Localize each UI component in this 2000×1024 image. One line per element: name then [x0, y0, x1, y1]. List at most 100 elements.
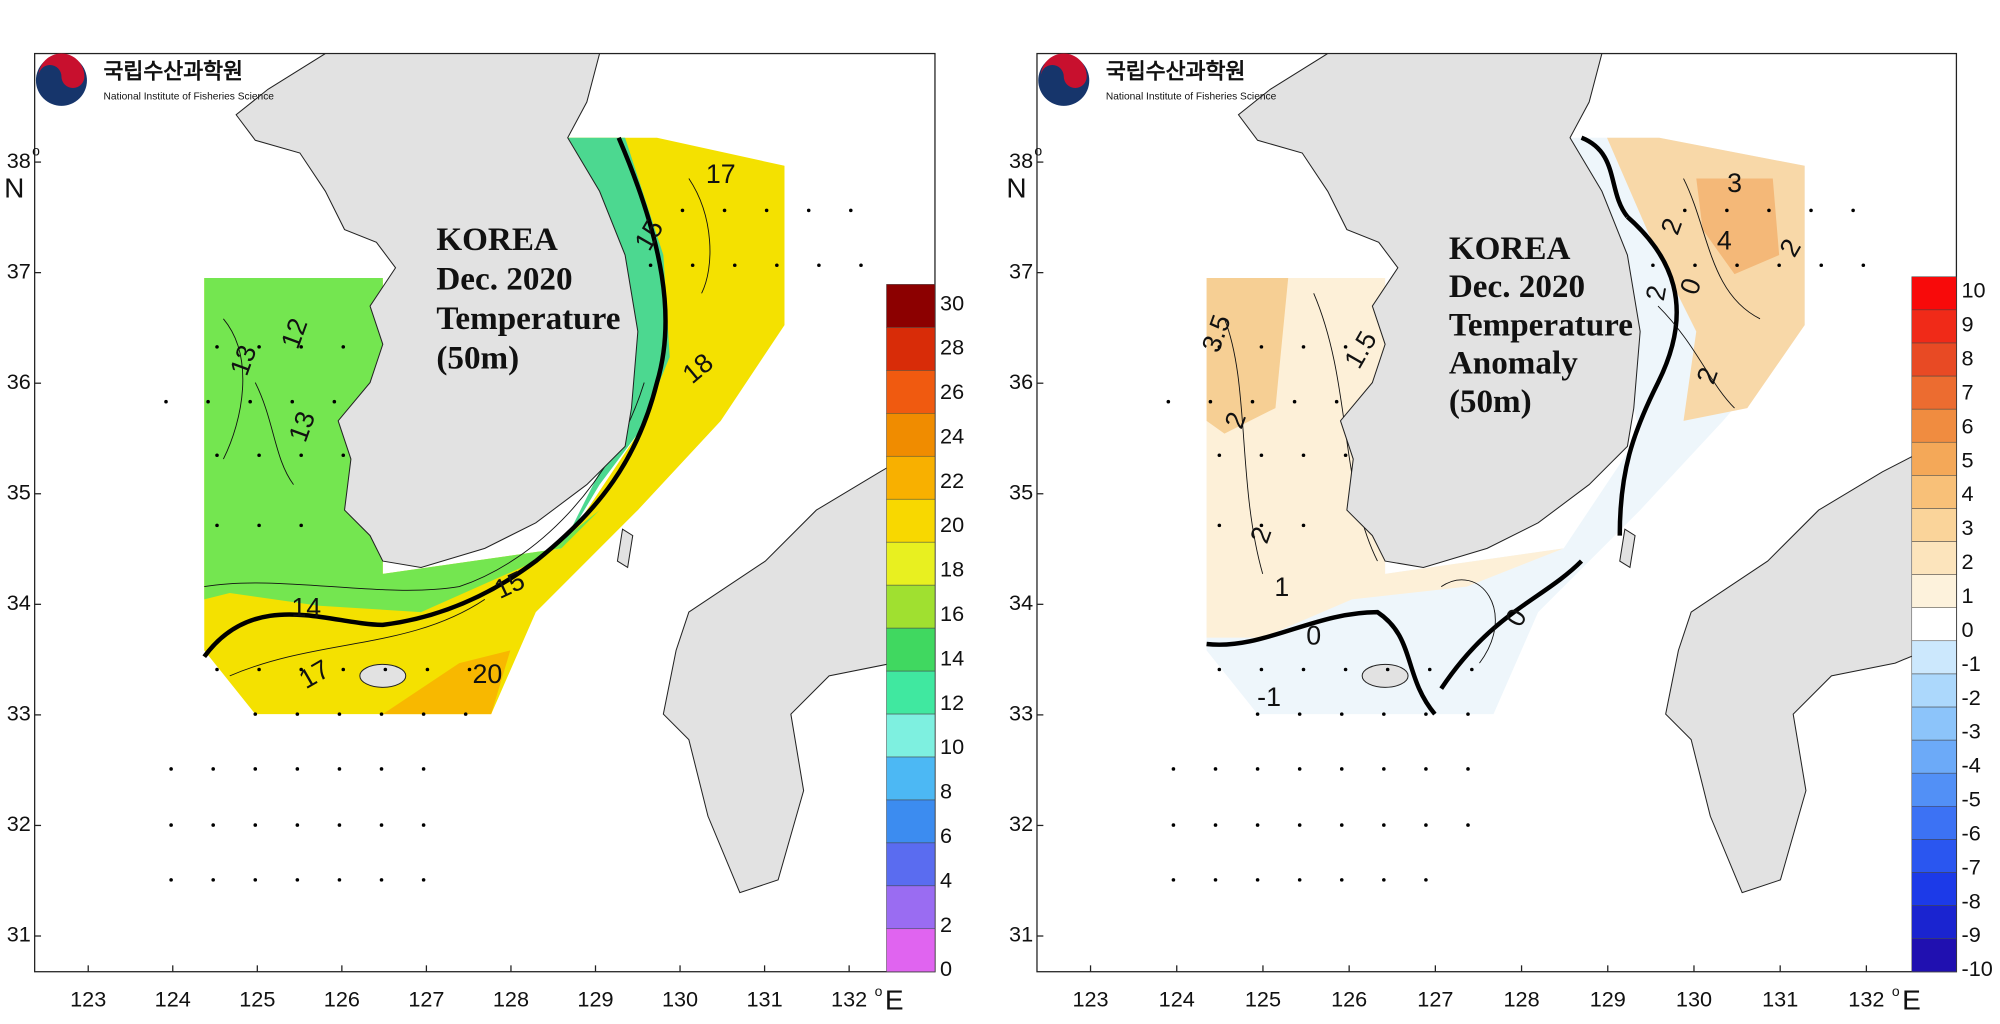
colorbar-band: [1911, 772, 1957, 807]
station: [257, 345, 261, 349]
station: [257, 667, 261, 672]
station: [1250, 399, 1255, 404]
land-tsushima: [616, 528, 634, 569]
station: [1424, 712, 1428, 716]
lat-tick-label: 37: [1009, 258, 1033, 283]
colorbar-label: -4: [1962, 753, 1981, 778]
colorbar-label: 4: [1962, 481, 1974, 506]
degree: o: [1034, 143, 1042, 159]
station: [421, 823, 426, 827]
colorbar-label: 6: [1962, 413, 1974, 438]
station: [1651, 263, 1655, 268]
logo-subtitle: National Institute of Fisheries Science: [104, 92, 275, 103]
map-title: KOREA: [436, 221, 558, 258]
station: [299, 523, 303, 528]
station: [169, 878, 173, 882]
temperature-panel: 국립수산과학원 National Institute of Fisheries S…: [4, 52, 964, 1016]
station: [253, 823, 258, 827]
station: [257, 523, 261, 528]
station: [1255, 823, 1260, 827]
station: [817, 263, 821, 268]
colorbar-band: [1911, 938, 1957, 972]
map-title: Anomaly: [1449, 345, 1578, 382]
station: [1424, 767, 1428, 771]
station: [295, 767, 300, 771]
lon-tick-label: 125: [1245, 987, 1281, 1012]
contour-label: 1: [1274, 572, 1289, 602]
station: [299, 667, 303, 672]
station: [1171, 767, 1176, 771]
colorbar-band: [1911, 805, 1957, 840]
station: [379, 878, 384, 882]
colorbar-label: 10: [940, 734, 964, 759]
contour-label: 3: [1727, 168, 1742, 198]
lon-unit: E: [885, 985, 904, 1016]
station: [253, 878, 258, 882]
station: [722, 208, 727, 213]
station: [1166, 399, 1171, 404]
station: [1343, 345, 1348, 349]
station: [383, 667, 388, 672]
colorbar-label: 20: [940, 512, 964, 537]
map-title: Dec. 2020: [1449, 268, 1585, 305]
station: [1255, 712, 1260, 716]
station: [1297, 767, 1302, 771]
field-warm: [1696, 178, 1780, 275]
degree: o: [875, 983, 883, 999]
colorbar-label: -8: [1962, 888, 1981, 913]
colorbar-band: [1911, 475, 1957, 509]
station: [1297, 823, 1302, 827]
station: [1301, 453, 1306, 458]
station: [253, 767, 258, 771]
colorbar-band: [1911, 640, 1957, 675]
station: [1339, 767, 1344, 771]
lat-tick-label: 35: [7, 479, 31, 504]
lat-tick-label: 36: [7, 369, 31, 394]
station: [463, 712, 468, 716]
lon-tick-label: 131: [1762, 987, 1798, 1012]
station: [1725, 208, 1729, 213]
colorbar-label: 14: [940, 645, 964, 670]
station: [1255, 878, 1260, 882]
land-japan: [1665, 432, 1957, 894]
lon-tick-label: 124: [1159, 987, 1195, 1012]
colorbar-band: [886, 799, 936, 844]
colorbar-label: -7: [1962, 854, 1981, 879]
colorbar-label: -10: [1962, 956, 1993, 981]
station: [337, 712, 342, 716]
colorbar-band: [1911, 309, 1957, 344]
station: [1292, 399, 1297, 404]
land-tsushima: [1619, 528, 1636, 569]
station: [211, 823, 215, 827]
colorbar-band: [1911, 541, 1957, 575]
colorbar-label: -5: [1962, 787, 1981, 812]
lon-tick-label: 132: [1848, 987, 1884, 1012]
station: [257, 453, 261, 458]
colorbar-band: [886, 412, 936, 457]
station: [1259, 453, 1264, 458]
station: [1217, 453, 1222, 458]
station: [690, 263, 695, 268]
lat-tick-label: 38: [1009, 148, 1033, 173]
contour: [204, 178, 711, 677]
colorbar-label: 9: [1962, 312, 1974, 337]
station: [295, 823, 300, 827]
colorbar-band: [886, 584, 936, 629]
colorbar-label: 30: [940, 290, 964, 315]
station: [1301, 345, 1306, 349]
station: [1213, 767, 1218, 771]
lon-tick-label: 127: [408, 987, 444, 1012]
colorbar-band: [1911, 375, 1957, 410]
lon-tick-label: 126: [324, 987, 360, 1012]
station: [1466, 712, 1470, 716]
lon-tick-label: 131: [747, 987, 783, 1012]
colorbar-label: -1: [1962, 651, 1981, 676]
station: [806, 208, 811, 213]
colorbar-band: [1911, 739, 1957, 774]
colorbar-band: [886, 713, 936, 758]
colorbar-label: 12: [940, 690, 964, 715]
station: [1259, 345, 1264, 349]
colorbar-label: 28: [940, 335, 964, 360]
station: [1427, 667, 1432, 672]
lat-tick-label: 34: [1009, 590, 1033, 615]
